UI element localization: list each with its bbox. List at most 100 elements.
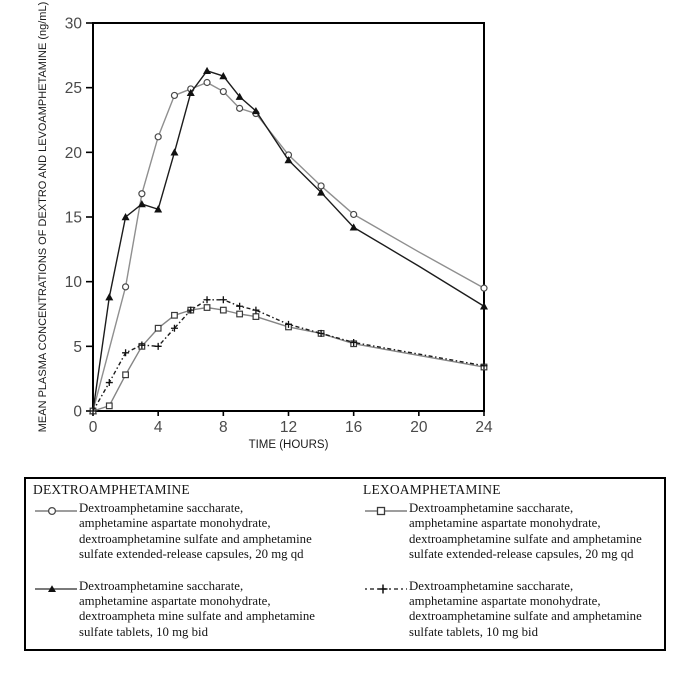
y-tick-label: 25	[65, 80, 82, 97]
concentration-time-chart: 0 5 10 15 20 25 30 0 4 8 12 16 20 24 TIME (HOURS) MEAN …	[37, 2, 493, 451]
series-marker-square	[236, 310, 244, 318]
series-marker-triangle	[317, 188, 326, 196]
legend-line: dextroamphetamine sulfate and amphetamin…	[409, 531, 642, 546]
series-marker-plus	[203, 296, 211, 304]
legend-column-dextroamphetamine: DEXTROAMPHETAMINE Dextroamphetamine sacc…	[33, 482, 361, 649]
legend-line: Dextroamphetamine saccharate,	[79, 501, 244, 515]
x-tick-label: 24	[475, 419, 493, 436]
legend-line: amphetamine aspartate monohydrate,	[409, 594, 601, 609]
legend-line: sulfate tablets, 10 mg bid	[409, 624, 539, 639]
series-marker-plus	[285, 320, 292, 328]
series-line-dextro-tablets-bid	[92, 70, 485, 412]
series-marker-triangle	[137, 200, 146, 208]
series-marker-triangle	[349, 223, 358, 231]
legend-line: amphetamine aspartate monohydrate,	[409, 516, 601, 531]
legend-entry-label: Dextroamphetamine saccharate, amphetamin…	[409, 579, 642, 641]
x-tick-label: 0	[89, 419, 98, 436]
series-marker-circle	[138, 190, 146, 198]
legend-entry-label: Dextroamphetamine saccharate, amphetamin…	[79, 579, 315, 641]
chart-canvas: 0 5 10 15 20 25 30 0 4 8 12 16 20 24 TIME (HOURS) MEAN …	[37, 2, 493, 451]
y-tick-label: 15	[65, 210, 82, 227]
series-line-levo-tablets-bid	[92, 299, 485, 412]
y-axis-title: MEAN PLASMA CONCENTRATIONS OF DEXTRO AND…	[37, 2, 49, 433]
series-marker-triangle	[154, 205, 163, 213]
circle-line-icon	[33, 501, 79, 563]
series-marker-triangle	[170, 148, 179, 156]
series-marker-triangle	[186, 88, 195, 97]
series-marker-triangle	[251, 106, 260, 115]
y-tick-label: 0	[73, 404, 82, 421]
plot-border	[92, 22, 485, 412]
series-marker-triangle	[284, 156, 293, 164]
legend-line: amphetamine aspartate monohydrate,	[79, 516, 271, 531]
series-marker-plus	[317, 329, 325, 337]
y-tick-label: 5	[73, 339, 82, 356]
legend-line: Dextroamphetamine saccharate,	[409, 501, 574, 515]
legend-line: sulfate extended-release capsules, 20 mg…	[409, 547, 634, 562]
series-marker-square	[203, 304, 211, 311]
x-axis-title: TIME (HOURS)	[249, 439, 329, 451]
x-tick-label: 20	[410, 419, 428, 436]
plus-dashed-line-icon	[363, 579, 409, 641]
series-marker-plus	[187, 306, 195, 314]
series-marker-plus	[480, 362, 488, 370]
series-marker-circle	[350, 210, 358, 219]
series-marker-triangle	[219, 72, 228, 80]
series-marker-circle	[480, 284, 488, 292]
series-marker-plus	[89, 407, 97, 415]
legend-entry-levo-tablets: Dextroamphetamine saccharate, amphetamin…	[363, 579, 658, 641]
legend-header-lexoamphetamine: LEXOAMPHETAMINE	[363, 482, 501, 497]
series-marker-square	[105, 402, 113, 410]
legend-column-lexoamphetamine: LEXOAMPHETAMINE Dextroamphetamine saccha…	[363, 482, 658, 649]
series-marker-plus	[252, 306, 260, 314]
y-tick-label: 30	[65, 16, 83, 33]
series-marker-square	[171, 311, 178, 319]
triangle-line-icon	[33, 579, 79, 641]
x-tick-label: 12	[280, 419, 297, 436]
legend-line: Dextroamphetamine saccharate,	[409, 578, 574, 593]
legend-line: Dextroamphetamine saccharate,	[79, 578, 244, 593]
y-tick-label: 10	[65, 274, 83, 291]
series-marker-circle	[219, 87, 227, 96]
series-marker-circle	[154, 133, 162, 141]
series-marker-plus	[138, 341, 146, 349]
series-marker-circle	[203, 78, 211, 87]
series-marker-triangle	[235, 92, 244, 100]
square-line-icon	[363, 501, 409, 563]
series-marker-plus	[122, 349, 130, 357]
series-marker-plus	[170, 324, 178, 332]
series-marker-triangle	[121, 213, 130, 221]
chart-legend: DEXTROAMPHETAMINE Dextroamphetamine sacc…	[24, 477, 666, 651]
legend-line: dextroamphetamine sulfate and amphetamin…	[409, 609, 642, 624]
legend-entry-dextro-tablets: Dextroamphetamine saccharate, amphetamin…	[33, 579, 361, 641]
series-marker-triangle	[203, 66, 212, 75]
series-marker-plus	[350, 338, 358, 346]
legend-line: dextroamphetamine sulfate and amphetamin…	[79, 531, 312, 546]
series-marker-circle	[170, 91, 179, 100]
series-marker-circle	[121, 283, 130, 291]
legend-line: sulfate extended-release capsules, 20 mg…	[79, 547, 304, 562]
series-marker-triangle	[105, 293, 114, 301]
series-marker-square	[252, 313, 260, 320]
series-marker-plus	[236, 302, 244, 310]
series-marker-square	[219, 306, 227, 314]
legend-entry-label: Dextroamphetamine saccharate, amphetamin…	[79, 501, 312, 563]
legend-line: amphetamine aspartate monohydrate,	[79, 594, 271, 609]
series-marker-square	[122, 371, 129, 379]
series-marker-plus	[105, 379, 113, 387]
x-tick-label: 8	[219, 419, 228, 436]
legend-line: dextroampheta mine sulfate and amphetami…	[79, 609, 315, 624]
legend-entry-dextro-xr-capsules: Dextroamphetamine saccharate, amphetamin…	[33, 501, 361, 563]
series-marker-circle	[236, 104, 244, 112]
legend-header-dextroamphetamine: DEXTROAMPHETAMINE	[33, 482, 190, 497]
series-marker-plus	[154, 342, 162, 350]
series-marker-circle	[317, 182, 325, 190]
series-line-dextro-xr-capsules	[92, 81, 485, 412]
legend-line: sulfate tablets, 10 mg bid	[79, 624, 209, 639]
x-tick-label: 16	[345, 419, 362, 436]
series-marker-plus	[219, 296, 227, 304]
series-marker-triangle	[480, 302, 488, 310]
legend-entry-label: Dextroamphetamine saccharate, amphetamin…	[409, 501, 642, 563]
series-marker-square	[154, 324, 162, 332]
